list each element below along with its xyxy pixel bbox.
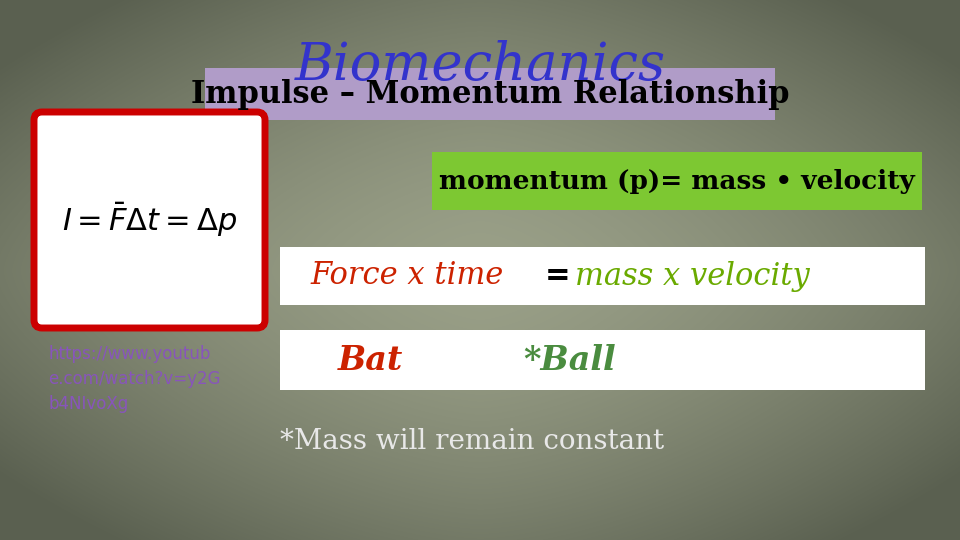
Text: mass x velocity: mass x velocity <box>575 260 809 292</box>
Text: Impulse – Momentum Relationship: Impulse – Momentum Relationship <box>191 78 789 110</box>
Text: *Ball: *Ball <box>524 343 616 376</box>
Text: momentum (p)= mass • velocity: momentum (p)= mass • velocity <box>439 168 915 193</box>
Text: https://www.youtub
e.com/watch?v=y2G
b4NIvoXg: https://www.youtub e.com/watch?v=y2G b4N… <box>48 345 221 413</box>
FancyBboxPatch shape <box>34 112 265 328</box>
FancyBboxPatch shape <box>280 247 925 305</box>
FancyBboxPatch shape <box>432 152 922 210</box>
Text: Force x time: Force x time <box>310 260 503 292</box>
Text: Biomechanics: Biomechanics <box>295 40 665 91</box>
FancyBboxPatch shape <box>205 68 775 120</box>
Text: *Mass will remain constant: *Mass will remain constant <box>280 428 664 455</box>
Text: $I = \bar{F}\Delta t = \Delta p$: $I = \bar{F}\Delta t = \Delta p$ <box>62 201 237 239</box>
Text: =: = <box>545 260 570 292</box>
FancyBboxPatch shape <box>280 330 925 390</box>
Text: Bat: Bat <box>337 343 402 376</box>
